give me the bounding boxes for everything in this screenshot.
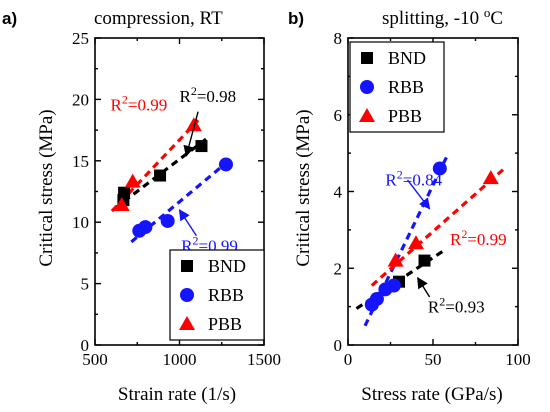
panel-a-point-bnd	[118, 186, 131, 199]
panel-a-r2-label: R2=0.98	[180, 84, 237, 106]
panel-a-ytick-label: 25	[72, 29, 89, 48]
panel-a-point-pbb	[185, 117, 202, 132]
panel-a-point-rbb	[160, 213, 175, 228]
panel-b-point-rbb	[386, 278, 401, 293]
panel-b-r2-value: =0.99	[467, 230, 506, 249]
panel-b-xlabel: Stress rate (GPa/s)	[361, 384, 502, 405]
panel-b-ytick-label: 8	[334, 29, 343, 48]
panel-b-r2-sup: 2	[439, 294, 445, 308]
panel-b-point-pbb	[408, 235, 424, 250]
panel-a-point-pbb	[113, 197, 130, 212]
panel-a-legend-label-bnd: BND	[208, 256, 246, 276]
panel-b-r2-label: R2=0.93	[428, 294, 485, 316]
panel-a-xtick-label: 1000	[163, 350, 197, 369]
panel-a-point-pbb	[124, 173, 141, 188]
panel-a-point-bnd	[195, 140, 208, 153]
panel-b-legend-label-rbb: RBB	[388, 77, 424, 97]
panel-a-title: compression, RT	[94, 8, 223, 29]
panel-b-fit-line-rbb	[363, 156, 449, 327]
panel-a-r2-value: =0.99	[128, 95, 167, 114]
panel-b-r2-value: =0.93	[445, 297, 484, 316]
panel-b-label: b)	[288, 9, 304, 28]
panel-b-legend-label-pbb: PBB	[388, 106, 422, 126]
panel-a-xtick-label: 1500	[247, 350, 281, 369]
panel-b-ytick-label: 4	[334, 183, 343, 202]
panel-a-point-bnd	[154, 169, 167, 182]
panel-b-legend-marker-rbb	[360, 80, 374, 94]
panel-b-point-rbb	[369, 291, 384, 306]
panel-a-point-rbb	[218, 157, 233, 172]
panel-a-ytick-label: 20	[72, 90, 89, 109]
panel-b-title: splitting, -10 oC	[382, 5, 503, 29]
panel-b-point-rbb	[432, 161, 447, 176]
panel-b-plot: 0 50 10002468R2=0.84R2=0.99R2=0.93BNDRBBPB…	[334, 29, 531, 369]
panel-a-r2-label: R2=0.99	[111, 92, 168, 114]
panel-a-r2-sup: 2	[122, 92, 128, 106]
panel-a-r2-value: =0.98	[197, 87, 236, 106]
panel-a-label: a)	[2, 9, 17, 28]
panel-b-r2-base: R	[385, 171, 397, 190]
panel-a-plot: 500 1000 15000510152025R2=0.98R2=0.99R2=0.…	[72, 29, 281, 369]
panel-b-r2-sup: 2	[397, 168, 403, 182]
panel-b-point-pbb	[387, 252, 404, 267]
panel-a-legend-marker-rbb	[180, 288, 194, 302]
panel-a-r2-sup: 2	[191, 84, 197, 98]
panel-b-r2-base: R	[450, 230, 462, 249]
panel-b-annotation-arrow	[417, 276, 431, 298]
panel-a-r2-base: R	[111, 95, 123, 114]
panel-b-ytick-label: 0	[334, 336, 343, 355]
panel-b-ytick-label: 6	[334, 106, 343, 125]
panel-b-r2-value: =0.84	[403, 171, 443, 190]
panel-a-annotation-arrow	[178, 208, 197, 237]
panel-a-legend-label-pbb: PBB	[208, 314, 242, 334]
panel-a-r2-sup: 2	[193, 234, 199, 248]
panel-b-r2-sup: 2	[461, 227, 467, 241]
panel-b-xtick-label: 100	[505, 350, 531, 369]
panel-b-legend-label-bnd: BND	[388, 48, 426, 68]
panel-b-legend-marker-pbb	[359, 108, 375, 122]
panel-b-point-bnd	[418, 254, 431, 267]
panel-b-r2-base: R	[428, 297, 440, 316]
panel-b-xtick-label: 50	[425, 350, 442, 369]
panel-a-xtick-label: 500	[82, 350, 108, 369]
panel-a-annotation-arrow	[183, 111, 199, 157]
panel-a-ytick-label: 10	[72, 213, 89, 232]
panel-a-r2-base: R	[180, 87, 192, 106]
panel-b-xtick-label: 0	[344, 350, 353, 369]
panel-a-xlabel: Strain rate (1/s)	[118, 384, 236, 405]
panel-a-legend-label-rbb: RBB	[208, 285, 244, 305]
panel-a-ytick-label: 5	[81, 275, 90, 294]
panel-b-annotation-arrow	[406, 179, 431, 210]
panel-b-title-tail: C	[490, 8, 503, 29]
panel-b-title-sup: o	[484, 5, 491, 20]
panel-a-ytick-label: 0	[81, 336, 90, 355]
panel-b-title-base: splitting, -10	[382, 8, 484, 29]
panel-a-fit-line-rbb	[130, 158, 232, 244]
panel-b-ytick-label: 2	[334, 259, 343, 278]
panel-a-legend-marker-bnd	[181, 260, 193, 272]
panel-b-ylabel: Critical stress (MPa)	[293, 109, 314, 266]
panel-a-ytick-label: 15	[72, 152, 89, 171]
panel-b-r2-label: R2=0.99	[450, 227, 507, 249]
panel-a-legend-marker-pbb	[179, 316, 195, 330]
panel-a-point-rbb	[138, 220, 153, 235]
panel-b-legend-marker-bnd	[361, 52, 373, 64]
panel-b-point-pbb	[482, 170, 499, 185]
panel-b-r2-label: R2=0.84	[385, 168, 442, 190]
panel-a-fit-line-pbb	[110, 119, 200, 213]
panel-a-ylabel: Critical stress (MPa)	[36, 109, 57, 266]
